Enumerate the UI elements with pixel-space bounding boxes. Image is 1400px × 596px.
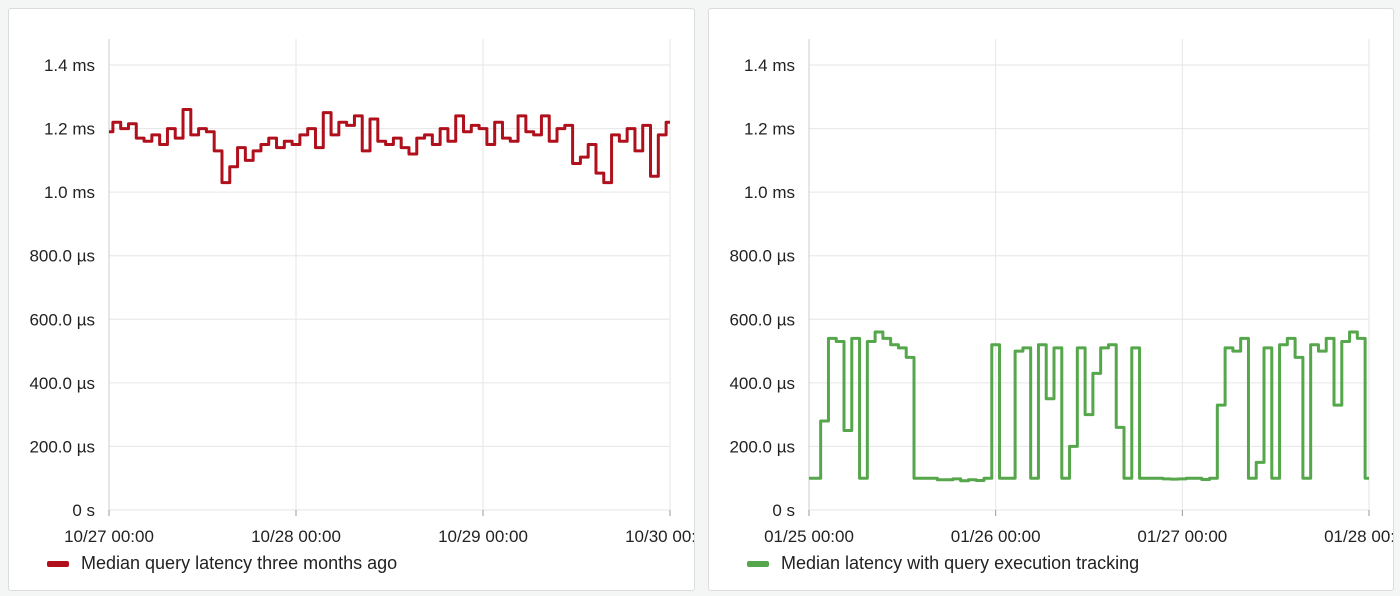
y-tick-label: 800.0 µs xyxy=(729,247,795,266)
y-tick-label: 400.0 µs xyxy=(29,374,95,393)
left-chart: 0 s 200.0 µs 400.0 µs 600.0 µs 800.0 µs 1.0 m… xyxy=(29,39,694,546)
y-tick-label: 1.0 ms xyxy=(44,183,95,202)
y-tick-label: 0 s xyxy=(72,501,95,520)
y-tick-label: 1.2 ms xyxy=(44,120,95,139)
x-tick-label: 10/27 00:00 xyxy=(64,527,154,546)
legend-swatch xyxy=(47,560,69,567)
y-tick-label: 1.0 ms xyxy=(744,183,795,202)
y-tick-label: 1.4 ms xyxy=(44,56,95,75)
left-chart-panel: 0 s 200.0 µs 400.0 µs 600.0 µs 800.0 µs 1.0 m… xyxy=(8,8,695,591)
y-tick-label: 600.0 µs xyxy=(729,310,795,329)
right-chart: 0 s 200.0 µs 400.0 µs 600.0 µs 800.0 µs 1.0 m… xyxy=(729,39,1393,546)
legend-label: Median query latency three months ago xyxy=(81,553,398,573)
legend-item[interactable]: Median query latency three months ago xyxy=(47,553,397,574)
y-tick-label: 1.2 ms xyxy=(744,120,795,139)
legend-item[interactable]: Median latency with query execution trac… xyxy=(747,553,1139,574)
x-tick-label: 01/28 00:00 xyxy=(1324,527,1393,546)
y-tick-label: 800.0 µs xyxy=(29,247,95,266)
y-tick-label: 0 s xyxy=(772,501,795,520)
y-tick-label: 200.0 µs xyxy=(29,437,95,456)
series-line xyxy=(109,108,670,185)
legend-swatch xyxy=(747,560,769,567)
y-tick-label: 200.0 µs xyxy=(729,437,795,456)
x-tick-label: 01/25 00:00 xyxy=(764,527,854,546)
x-tick-label: 10/29 00:00 xyxy=(438,527,528,546)
x-tick-label: 10/30 00:00 xyxy=(625,527,694,546)
y-tick-label: 1.4 ms xyxy=(744,56,795,75)
right-chart-panel: 0 s 200.0 µs 400.0 µs 600.0 µs 800.0 µs 1.0 m… xyxy=(708,8,1394,591)
y-tick-label: 600.0 µs xyxy=(29,310,95,329)
x-tick-label: 01/27 00:00 xyxy=(1137,527,1227,546)
y-tick-label: 400.0 µs xyxy=(729,374,795,393)
legend-label: Median latency with query execution trac… xyxy=(781,553,1140,573)
x-tick-label: 01/26 00:00 xyxy=(951,527,1041,546)
x-tick-label: 10/28 00:00 xyxy=(251,527,341,546)
series-line xyxy=(809,330,1369,483)
